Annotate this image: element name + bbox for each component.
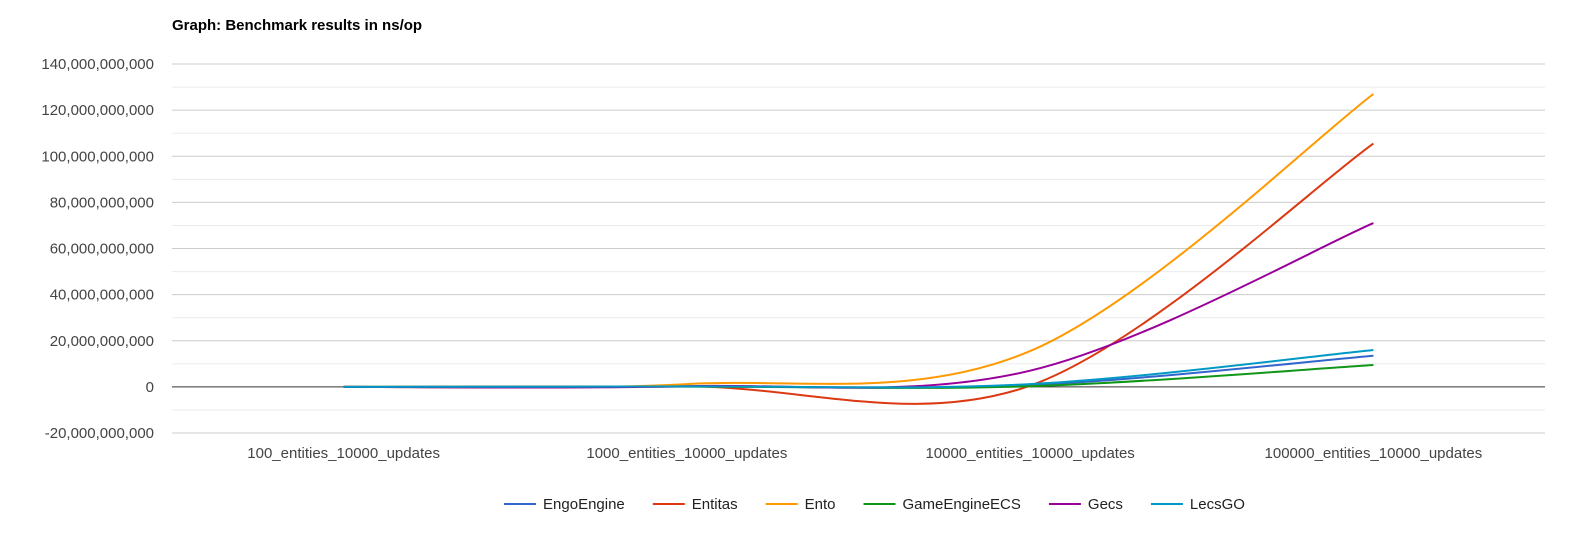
legend[interactable]: EngoEngine Entitas Ento GameEngineECS Gecs Le… xyxy=(504,496,1245,513)
legend-label: Ento xyxy=(805,496,836,513)
legend-label: Gecs xyxy=(1088,496,1123,513)
legend-item-gecs[interactable]: Gecs xyxy=(1048,496,1123,513)
x-tick-label: 10000_entities_10000_updates xyxy=(925,445,1134,462)
y-axis-tick-labels: -20,000,000,000 0 20,000,000,000 40,000,000… xyxy=(41,56,154,442)
y-tick-label: -20,000,000,000 xyxy=(45,425,154,442)
legend-item-engoengine[interactable]: EngoEngine xyxy=(504,496,625,513)
legend-item-lecsgo[interactable]: LecsGO xyxy=(1150,496,1245,513)
x-axis-tick-labels: 100_entities_10000_updates 1000_entities_… xyxy=(247,445,1482,462)
y-tick-label: 120,000,000,000 xyxy=(41,102,154,119)
y-tick-label: 60,000,000,000 xyxy=(50,241,154,258)
x-tick-label: 100000_entities_10000_updates xyxy=(1265,445,1483,462)
x-tick-label: 1000_entities_10000_updates xyxy=(586,445,787,462)
legend-item-gameengineecs[interactable]: GameEngineECS xyxy=(863,496,1021,513)
legend-label: GameEngineECS xyxy=(903,496,1021,513)
legend-label: LecsGO xyxy=(1190,496,1245,513)
legend-item-entitas[interactable]: Entitas xyxy=(652,496,738,513)
x-tick-label: 100_entities_10000_updates xyxy=(247,445,440,462)
legend-label: EngoEngine xyxy=(543,496,625,513)
legend-item-ento[interactable]: Ento xyxy=(765,496,836,513)
series-line-entitas[interactable] xyxy=(343,142,1374,405)
chart-title: Graph: Benchmark results in ns/op xyxy=(172,17,423,34)
series-line-gecs[interactable] xyxy=(343,222,1374,389)
y-tick-label: 80,000,000,000 xyxy=(50,194,154,211)
y-tick-label: 140,000,000,000 xyxy=(41,56,154,73)
series-lines xyxy=(343,93,1374,405)
y-tick-label: 20,000,000,000 xyxy=(50,333,154,350)
y-tick-label: 0 xyxy=(146,379,154,396)
series-line-ento[interactable] xyxy=(343,93,1374,389)
legend-label: Entitas xyxy=(692,496,738,513)
y-tick-label: 100,000,000,000 xyxy=(41,148,154,165)
grid-lines xyxy=(172,63,1545,434)
series-line-lecsgo[interactable] xyxy=(343,349,1374,389)
y-tick-label: 40,000,000,000 xyxy=(50,287,154,304)
